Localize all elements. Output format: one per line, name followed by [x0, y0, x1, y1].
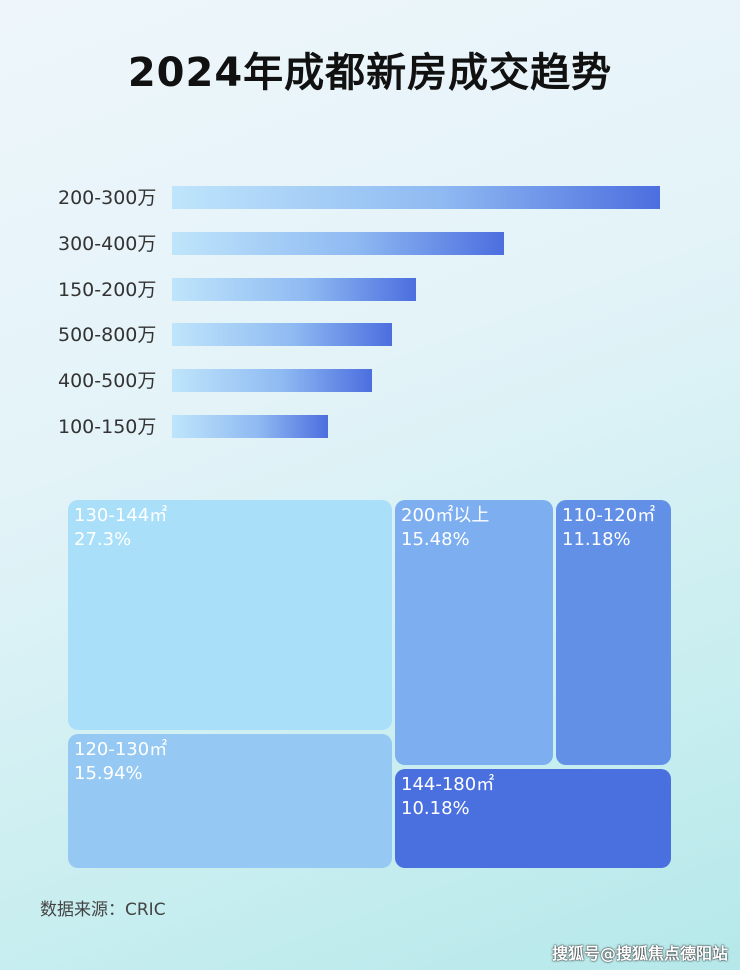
- bar-label: 400-500万: [58, 370, 157, 393]
- data-source: 数据来源：CRIC: [40, 900, 166, 920]
- treemap-tile: 130-144㎡ 27.3%: [68, 500, 392, 730]
- bar: [172, 277, 416, 301]
- tile-value: 15.48%: [401, 529, 470, 550]
- treemap-tile: 200㎡以上 15.48%: [395, 500, 553, 765]
- tile-label: 130-144㎡: [74, 505, 168, 526]
- treemap-tile: 144-180㎡ 10.18%: [395, 769, 671, 868]
- watermark: 搜狐号@搜狐焦点德阳站: [551, 944, 728, 963]
- bar-label: 100-150万: [58, 416, 157, 438]
- treemap-tile: 120-130㎡ 15.94%: [68, 734, 392, 868]
- tile-label: 120-130㎡: [74, 739, 168, 760]
- tile-value: 11.18%: [562, 529, 631, 550]
- bar-label: 500-800万: [58, 324, 157, 347]
- tile-value: 27.3%: [74, 529, 132, 550]
- treemap-tile: 110-120㎡ 11.18%: [556, 500, 671, 765]
- bar: [172, 369, 373, 393]
- tile-value: 10.18%: [401, 798, 470, 819]
- bar-label: 300-400万: [58, 232, 157, 255]
- bar: [172, 231, 504, 255]
- bar: [172, 186, 660, 209]
- bar: [172, 415, 329, 438]
- tile-label: 144-180㎡: [401, 774, 495, 795]
- tile-label: 110-120㎡: [562, 505, 656, 526]
- bar-label: 200-300万: [58, 187, 157, 209]
- bar-label: 150-200万: [58, 278, 157, 301]
- tile-label: 200㎡以上: [401, 505, 490, 526]
- chart-title: 2024年成都新房成交趋势: [127, 50, 613, 96]
- bar: [172, 323, 392, 347]
- tile-value: 15.94%: [74, 763, 143, 784]
